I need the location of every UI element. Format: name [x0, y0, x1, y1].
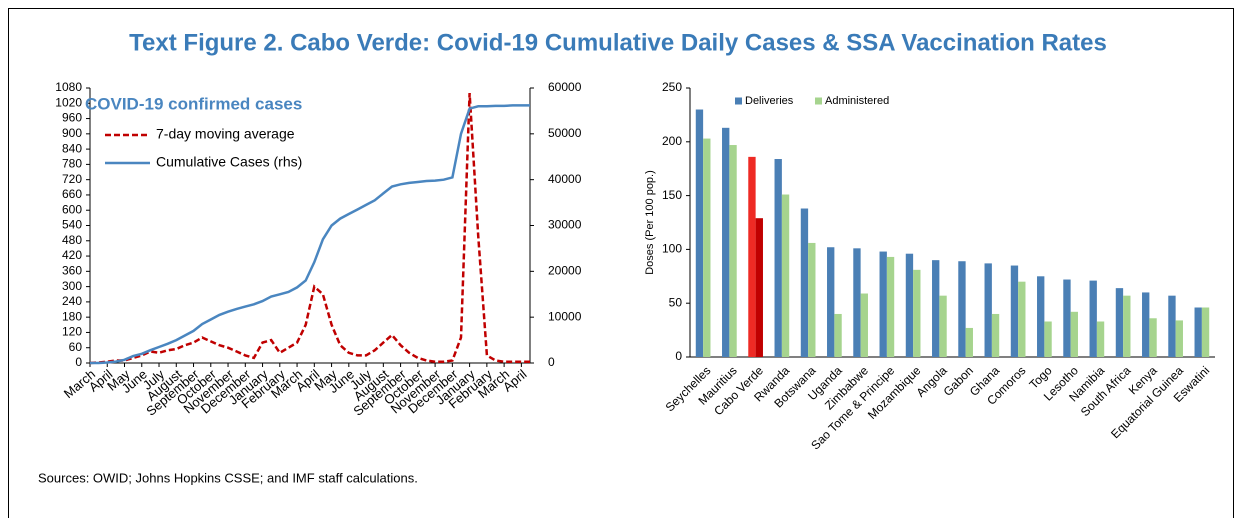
y2-tick-label: 40000: [548, 172, 582, 186]
y-tick-label: 300: [62, 279, 82, 293]
bar: [1149, 318, 1157, 357]
y-tick-label: 1020: [55, 95, 82, 109]
y-tick-label: 960: [62, 111, 82, 125]
bar: [774, 159, 782, 357]
y-tick-label: 150: [662, 188, 682, 202]
y-tick-label: 420: [62, 248, 82, 262]
legend-label: Deliveries: [745, 95, 794, 107]
bar: [695, 109, 704, 358]
bar: [860, 293, 868, 357]
y-tick-label: 540: [62, 218, 82, 232]
y2-tick-label: 30000: [548, 218, 582, 232]
y-tick-label: 250: [662, 80, 682, 94]
y-tick-label: 180: [62, 309, 82, 323]
series-line: [90, 104, 530, 365]
y-tick-label: 240: [62, 294, 82, 308]
bar: [965, 327, 973, 357]
bar: [748, 156, 756, 357]
bar: [722, 127, 730, 357]
annotation: COVID-19 confirmed cases: [85, 94, 302, 113]
bar: [886, 256, 895, 357]
bar: [781, 194, 790, 357]
bar: [1142, 292, 1150, 357]
legend-swatch: [815, 97, 822, 105]
bar: [1010, 265, 1019, 357]
y-tick-label: 60: [69, 340, 83, 354]
legend-label: 7-day moving average: [156, 126, 295, 142]
y-tick-label: 840: [62, 141, 82, 155]
bar: [1194, 307, 1202, 357]
bar: [1070, 311, 1078, 357]
y2-tick-label: 60000: [548, 80, 582, 94]
y2-tick-label: 50000: [548, 126, 582, 140]
bar: [913, 269, 921, 357]
y2-tick-label: 10000: [548, 309, 582, 323]
bar: [1096, 321, 1105, 357]
bar: [879, 251, 887, 357]
bar: [905, 253, 914, 357]
y-axis-label: Doses (Per 100 pop.): [644, 170, 656, 275]
bar: [1115, 288, 1124, 357]
legend-label: Cumulative Cases (rhs): [156, 154, 302, 170]
y-tick-label: 0: [75, 355, 82, 369]
y-tick-label: 480: [62, 233, 82, 247]
x-tick-label: Angola: [913, 363, 950, 400]
legend-swatch: [735, 97, 742, 105]
bar: [939, 295, 947, 357]
bar: [853, 248, 861, 357]
bar: [1175, 320, 1183, 357]
y-tick-label: 660: [62, 187, 82, 201]
bar: [1168, 295, 1176, 357]
bar: [834, 313, 842, 357]
bar: [991, 313, 1000, 357]
bar: [800, 208, 809, 357]
bar: [1044, 321, 1052, 357]
bar: [755, 218, 763, 357]
bar: [808, 242, 816, 357]
bar: [958, 261, 966, 357]
y-tick-label: 0: [675, 349, 682, 363]
y-tick-label: 50: [669, 295, 683, 309]
series-line: [89, 93, 530, 365]
bar: [1037, 276, 1045, 357]
bar: [1018, 281, 1026, 357]
y-tick-label: 100: [662, 242, 682, 256]
bar: [1201, 307, 1210, 357]
bar: [703, 138, 711, 357]
y-tick-label: 360: [62, 264, 82, 278]
bar: [1123, 295, 1131, 357]
bar: [827, 247, 835, 357]
y-tick-label: 1080: [55, 80, 82, 94]
legend-label: Administered: [825, 95, 889, 107]
frame: [8, 8, 1234, 518]
bar: [1089, 280, 1097, 357]
y-tick-label: 600: [62, 202, 82, 216]
y-tick-label: 900: [62, 126, 82, 140]
y-tick-label: 720: [62, 172, 82, 186]
figure-title: Text Figure 2. Cabo Verde: Covid-19 Cumu…: [129, 29, 1107, 56]
bar: [1063, 279, 1071, 357]
bar: [984, 263, 992, 357]
y2-tick-label: 0: [548, 355, 555, 369]
y-tick-label: 780: [62, 157, 82, 171]
y2-tick-label: 20000: [548, 264, 582, 278]
y-tick-label: 200: [662, 134, 682, 148]
bar: [932, 260, 940, 357]
source-note: Sources: OWID; Johns Hopkins CSSE; and I…: [38, 470, 418, 485]
y-tick-label: 120: [62, 325, 82, 339]
bar: [729, 145, 737, 357]
